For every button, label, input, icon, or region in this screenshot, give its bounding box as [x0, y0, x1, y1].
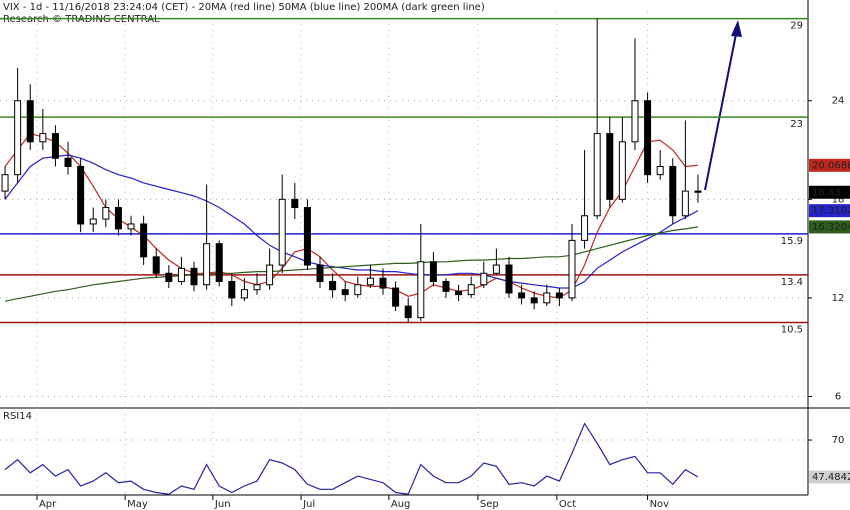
candle-body — [26, 100, 34, 143]
candle-body — [681, 190, 689, 217]
arrow-shaft — [704, 33, 737, 191]
candle-body — [278, 198, 286, 266]
candle-body — [240, 289, 248, 299]
candle-body — [291, 198, 299, 209]
last-value-label: 17.3102 — [812, 206, 850, 217]
candle-body — [366, 277, 374, 286]
candle-body — [568, 239, 576, 299]
candle-body — [102, 207, 110, 220]
candle-body — [467, 284, 475, 296]
candle-body — [228, 280, 236, 299]
candle-body — [417, 261, 425, 319]
last-value-box — [809, 185, 850, 199]
y-tick-label: 18 — [832, 194, 845, 205]
candle-body — [329, 280, 337, 291]
candle-body — [518, 292, 526, 299]
candle-body — [64, 157, 72, 167]
x-tick-label: Nov — [650, 499, 670, 510]
candle-body — [152, 256, 160, 274]
candle-body — [442, 280, 450, 292]
arrow-head — [731, 20, 742, 37]
candle-body — [266, 264, 274, 286]
last-value-label: 18.43 — [812, 187, 841, 198]
candle-body — [429, 261, 437, 282]
candle-body — [341, 289, 349, 296]
candle-body — [140, 223, 148, 258]
candle-body — [593, 133, 601, 217]
candle-body — [644, 100, 652, 176]
moving-average-line — [4, 226, 699, 302]
candle-body — [631, 100, 639, 143]
candle-body — [581, 215, 589, 241]
candle-body — [303, 207, 311, 266]
candle-body — [14, 100, 22, 176]
candle-body — [203, 243, 211, 286]
trend-arrow — [704, 20, 742, 191]
candle-body — [379, 277, 387, 289]
candle-body — [253, 284, 261, 291]
level-label: 13.4 — [781, 277, 803, 288]
y-tick-label: 6 — [835, 391, 841, 402]
candle-body — [127, 223, 135, 230]
candle-body — [77, 165, 85, 225]
last-value-box — [809, 204, 850, 218]
level-label: 15.9 — [781, 236, 803, 247]
candle-body — [114, 207, 122, 230]
candle-body — [404, 305, 412, 319]
last-value-label: 20.0686 — [812, 160, 850, 171]
candle-body — [606, 133, 614, 200]
candle-body — [190, 267, 198, 286]
level-label: 23 — [790, 119, 803, 130]
candle-body — [354, 284, 362, 296]
candle-body — [543, 292, 551, 304]
candle-body — [316, 264, 324, 282]
candle-body — [165, 272, 173, 282]
candle-body — [215, 243, 223, 282]
candle-body — [618, 141, 626, 200]
chart-title: VIX - 1d - 11/16/2018 23:24:04 (CET) - 2… — [3, 2, 485, 13]
last-value-label: 16.3204 — [812, 222, 850, 233]
last-value-label: 47.4842 — [812, 472, 850, 483]
candle-body — [555, 292, 563, 299]
candle-body — [51, 133, 59, 159]
candle-body — [39, 133, 47, 143]
level-label: 29 — [790, 21, 803, 32]
x-tick-label: Oct — [559, 499, 576, 510]
candle-body — [505, 264, 513, 294]
candle-body — [177, 267, 185, 282]
y-tick-label: 24 — [832, 96, 845, 107]
x-tick-label: May — [127, 499, 148, 510]
moving-average-line — [4, 154, 699, 289]
x-tick-label: Apr — [39, 499, 57, 510]
last-value-box — [809, 158, 850, 172]
y-tick-label: 70 — [832, 435, 845, 446]
candle-body — [89, 218, 97, 225]
candle-body — [694, 190, 702, 193]
candle-body — [455, 290, 463, 296]
x-tick-label: Jul — [302, 499, 315, 510]
x-tick-label: Sep — [480, 499, 499, 510]
level-label: 10.5 — [781, 325, 803, 336]
candle-body — [480, 272, 488, 286]
candle-body — [492, 264, 500, 274]
x-tick-label: Jun — [214, 499, 231, 510]
y-tick-label: 12 — [832, 293, 845, 304]
candle-body — [1, 174, 9, 192]
chart-subtitle: Research © TRADING CENTRAL — [3, 14, 160, 25]
rsi-label: RSI14 — [3, 411, 32, 422]
x-tick-label: Aug — [391, 499, 411, 510]
rsi-line — [4, 422, 699, 495]
last-value-box — [809, 220, 850, 234]
candle-body — [530, 297, 538, 304]
candle-body — [669, 165, 677, 217]
candle-body — [392, 287, 400, 307]
candle-body — [656, 165, 664, 176]
last-value-box — [809, 470, 850, 484]
